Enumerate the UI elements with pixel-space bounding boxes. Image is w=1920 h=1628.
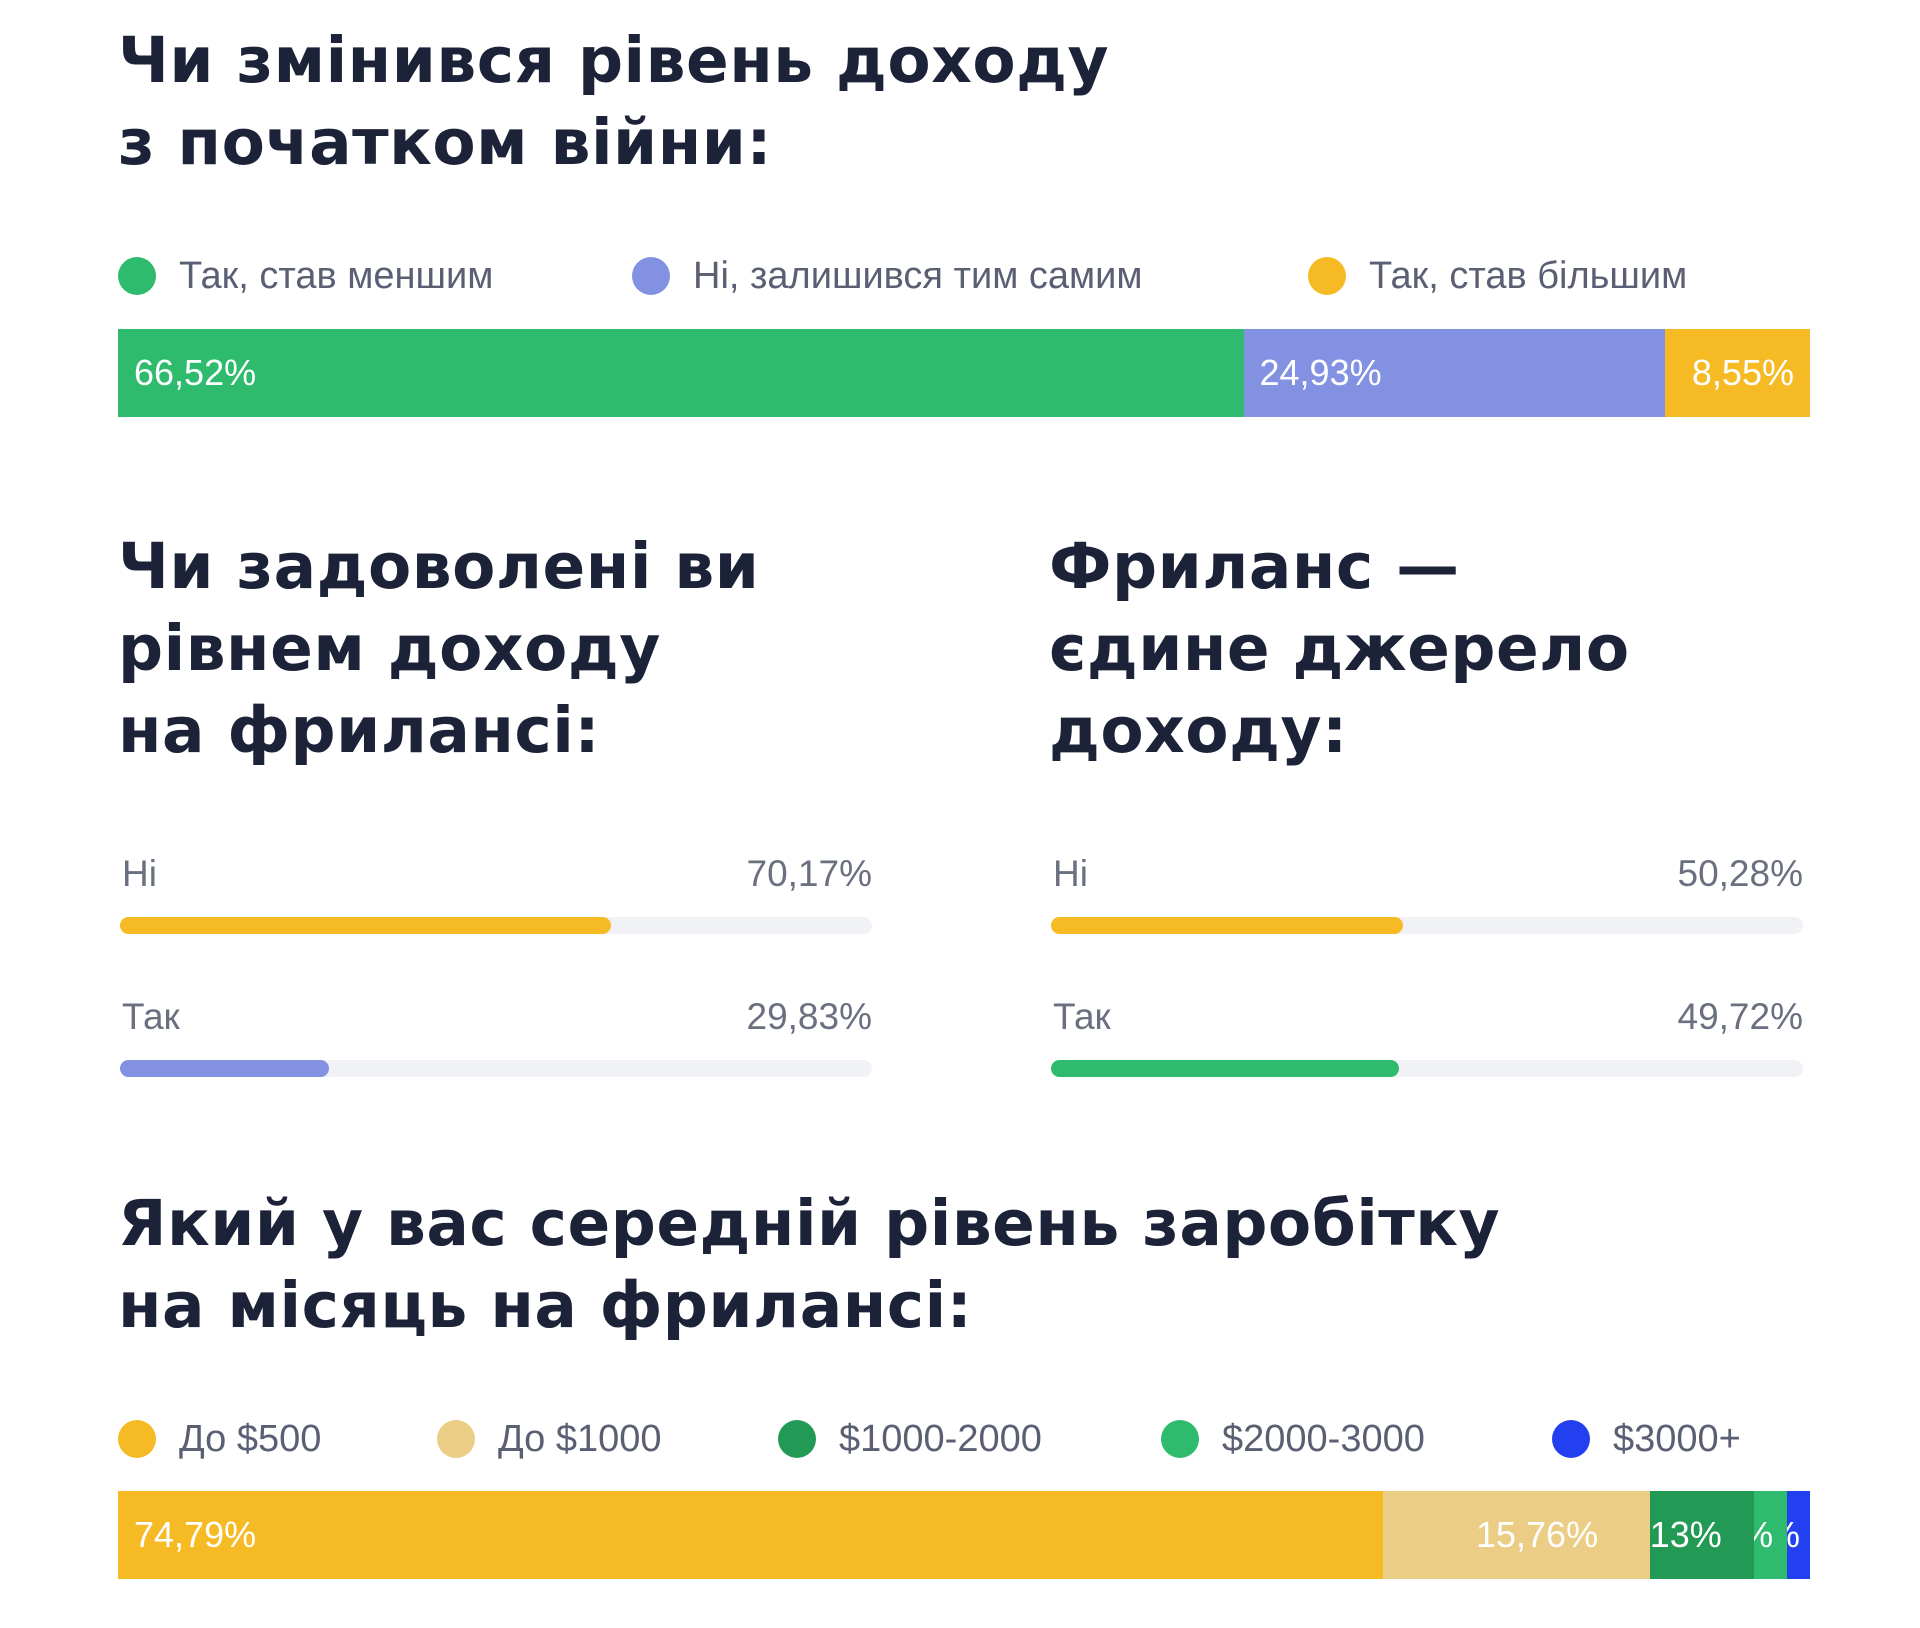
- satisfaction-label-yes: Так: [122, 996, 180, 1037]
- segment-more-label: 8,55%: [1691, 352, 1794, 393]
- legend-item-more: Так, став більшим: [1308, 248, 1687, 304]
- satisfaction-label-no: Ні: [122, 853, 157, 894]
- income-change-title-line-1: Чи змінився рівень доходу: [118, 24, 1110, 97]
- legend-item-1000: До $1000: [437, 1411, 662, 1467]
- sole-income-value-yes: 49,72%: [1677, 996, 1804, 1037]
- legend-dot-green: [118, 257, 156, 295]
- earnings-legend: До $500 До $1000 $1000-2000 $2000-3000 $…: [118, 1411, 1818, 1467]
- segment-1000-2000-label: 6,13%: [1650, 1514, 1722, 1555]
- satisfaction-title: Чи задоволені ви рівнем доходу на фрилан…: [118, 526, 938, 772]
- sole-income-label-yes: Так: [1053, 996, 1111, 1037]
- segment-1000: 15,76%: [1383, 1491, 1651, 1579]
- segment-1000-label: 15,76%: [1475, 1514, 1599, 1555]
- legend-label-same: Ні, залишився тим самим: [693, 254, 1143, 297]
- legend-label-2000-3000: $2000-3000: [1222, 1417, 1425, 1460]
- sole-income-title-line-2: єдине джерело: [1049, 612, 1630, 685]
- satisfaction-row-yes: Так 29,83%: [120, 996, 872, 1096]
- satisfaction-bar-no: [120, 917, 611, 934]
- segment-3000plus: 1,35%: [1787, 1491, 1810, 1579]
- sole-income-track-yes: [1051, 1060, 1803, 1077]
- satisfaction-row-no: Ні 70,17%: [120, 853, 872, 953]
- income-change-legend: Так, став меншим Ні, залишився тим самим…: [118, 248, 1818, 304]
- segment-same: 24,93%: [1243, 329, 1666, 417]
- income-change-title-line-2: з початком війни:: [118, 106, 773, 179]
- legend-item-500: До $500: [118, 1411, 321, 1467]
- satisfaction-title-line-2: рівнем доходу: [118, 612, 661, 685]
- legend-label-1000-2000: $1000-2000: [839, 1417, 1042, 1460]
- legend-label-3000plus: $3000+: [1613, 1417, 1741, 1460]
- legend-item-2000-3000: $2000-3000: [1161, 1411, 1425, 1467]
- earnings-title-line-1: Який у вас середній рівень заробітку: [118, 1187, 1501, 1260]
- sole-income-title-line-1: Фриланс —: [1049, 530, 1460, 603]
- segment-3000plus-label: 1,35%: [1787, 1514, 1800, 1556]
- legend-dot-yellow: [1308, 257, 1346, 295]
- satisfaction-title-line-1: Чи задоволені ви: [118, 530, 760, 603]
- legend-dot-1000: [437, 1420, 475, 1458]
- sole-income-bar-no: [1051, 917, 1403, 934]
- legend-dot-3000plus: [1552, 1420, 1590, 1458]
- legend-item-1000-2000: $1000-2000: [778, 1411, 1042, 1467]
- segment-less-label: 66,52%: [134, 352, 257, 393]
- legend-label-more: Так, став більшим: [1369, 254, 1688, 297]
- segment-less: 66,52%: [118, 329, 1244, 417]
- segment-2000-3000-label: 1,97%: [1754, 1514, 1773, 1556]
- satisfaction-value-no: 70,17%: [746, 853, 873, 894]
- sole-income-title-line-3: доходу:: [1049, 694, 1348, 767]
- legend-label-500: До $500: [179, 1417, 322, 1460]
- segment-same-label: 24,93%: [1259, 352, 1382, 393]
- sole-income-label-no: Ні: [1053, 853, 1088, 894]
- sole-income-title: Фриланс — єдине джерело доходу:: [1049, 526, 1869, 772]
- segment-500: 74,79%: [118, 1491, 1384, 1579]
- legend-dot-1000-2000: [778, 1420, 816, 1458]
- legend-item-same: Ні, залишився тим самим: [632, 248, 1143, 304]
- satisfaction-title-line-3: на фрилансі:: [118, 694, 601, 767]
- satisfaction-value-yes: 29,83%: [746, 996, 873, 1037]
- income-change-title: Чи змінився рівень доходу з початком вій…: [118, 20, 1618, 184]
- earnings-title: Який у вас середній рівень заробітку на …: [118, 1183, 1818, 1347]
- legend-dot-500: [118, 1420, 156, 1458]
- sole-income-row-no: Ні 50,28%: [1051, 853, 1803, 953]
- earnings-stacked-bar: 74,79% 15,76% 6,13% 1,97% 1,35%: [118, 1491, 1810, 1579]
- sole-income-track-no: [1051, 917, 1803, 934]
- legend-dot-purple: [632, 257, 670, 295]
- segment-500-label: 74,79%: [134, 1514, 257, 1555]
- sole-income-value-no: 50,28%: [1677, 853, 1804, 894]
- legend-item-less: Так, став меншим: [118, 248, 493, 304]
- satisfaction-track-no: [120, 917, 872, 934]
- legend-label-1000: До $1000: [498, 1417, 662, 1460]
- legend-dot-2000-3000: [1161, 1420, 1199, 1458]
- earnings-title-line-2: на місяць на фрилансі:: [118, 1269, 973, 1342]
- satisfaction-bar-yes: [120, 1060, 329, 1077]
- income-change-stacked-bar: 66,52% 24,93% 8,55%: [118, 329, 1810, 417]
- sole-income-bar-yes: [1051, 1060, 1399, 1077]
- segment-1000-2000: 6,13%: [1650, 1491, 1754, 1579]
- legend-label-less: Так, став меншим: [179, 254, 494, 297]
- satisfaction-track-yes: [120, 1060, 872, 1077]
- segment-2000-3000: 1,97%: [1753, 1491, 1788, 1579]
- legend-item-3000plus: $3000+: [1552, 1411, 1741, 1467]
- segment-more: 8,55%: [1665, 329, 1810, 417]
- sole-income-row-yes: Так 49,72%: [1051, 996, 1803, 1096]
